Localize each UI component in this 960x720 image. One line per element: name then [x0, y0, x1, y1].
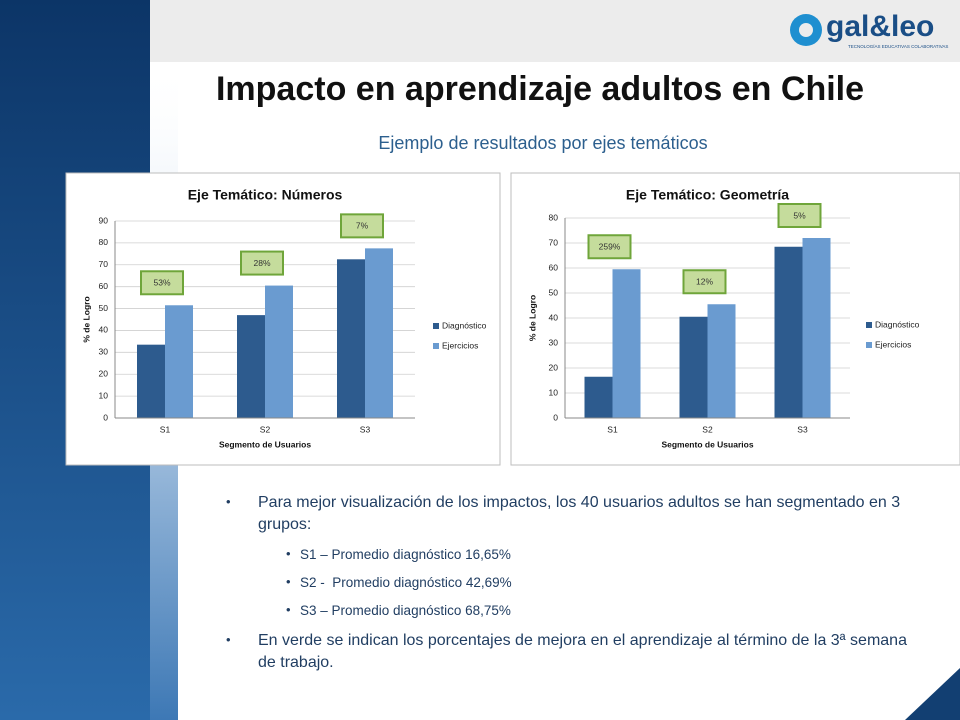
bar: [137, 344, 165, 418]
annotation-box: [682, 269, 727, 295]
bullet-marker: •: [286, 574, 291, 589]
y-tick-label: 30: [99, 347, 109, 357]
annotation-label: 7%: [356, 221, 369, 231]
bar: [337, 259, 365, 418]
y-tick-label: 20: [549, 362, 559, 372]
legend-label: Ejercicios: [875, 339, 911, 349]
y-tick-label: 70: [99, 259, 109, 269]
annotation-box: [340, 213, 384, 239]
y-tick-label: 0: [103, 412, 108, 422]
chart-title: Eje Temático: Geometría: [626, 187, 789, 203]
x-tick-label: S1: [607, 424, 618, 434]
y-tick-label: 20: [99, 368, 109, 378]
legend-label: Diagnóstico: [442, 320, 487, 330]
bar: [612, 269, 641, 418]
annotation-box: [240, 250, 284, 276]
x-tick-label: S2: [260, 424, 271, 434]
logo-icon-inner: [799, 23, 813, 37]
bullet-text: Para mejor visualización de los impactos…: [258, 494, 905, 533]
bullet-marker: •: [226, 494, 231, 509]
annotation-label: 259%: [599, 242, 621, 252]
annotation-box: [587, 234, 632, 260]
y-tick-label: 50: [99, 303, 109, 313]
bar: [802, 238, 831, 418]
bar: [774, 246, 803, 418]
x-tick-label: S3: [360, 424, 371, 434]
legend-swatch: [433, 323, 439, 329]
y-tick-label: 80: [99, 237, 109, 247]
sub-bullet-text: S2 - Promedio diagnóstico 42,69%: [300, 575, 512, 590]
x-tick-label: S1: [160, 424, 171, 434]
legend-swatch: [866, 322, 872, 328]
bullet-marker: •: [286, 602, 291, 617]
y-tick-label: 0: [553, 412, 558, 422]
annotation-box: [777, 203, 822, 228]
bar: [237, 315, 265, 418]
slide-subtitle: Ejemplo de resultados por ejes temáticos: [378, 133, 707, 153]
bar: [584, 376, 613, 418]
y-tick-label: 70: [549, 237, 559, 247]
bar: [365, 248, 393, 418]
x-tick-label: S3: [797, 424, 808, 434]
logo-tagline: TECNOLOGÍAS EDUCATIVAS COLABORATIVAS: [848, 43, 948, 49]
legend-label: Diagnóstico: [875, 319, 920, 329]
logo-name: gal&leo: [826, 10, 934, 43]
x-tick-label: S2: [702, 424, 713, 434]
corner-decoration: [905, 668, 960, 720]
y-tick-label: 50: [549, 287, 559, 297]
y-tick-label: 60: [549, 262, 559, 272]
chart-title: Eje Temático: Números: [188, 187, 343, 203]
x-axis-label: Segmento de Usuarios: [661, 439, 753, 449]
y-axis-label: % de Logro: [81, 296, 91, 342]
bar: [679, 316, 708, 418]
y-tick-label: 10: [549, 387, 559, 397]
y-tick-label: 40: [99, 325, 109, 335]
annotation-label: 5%: [793, 210, 806, 220]
y-tick-label: 60: [99, 281, 109, 291]
bar: [165, 305, 193, 418]
y-tick-label: 40: [549, 312, 559, 322]
legend-swatch: [866, 342, 872, 348]
annotation-box: [140, 270, 184, 296]
bar: [265, 285, 293, 418]
legend-label: Ejercicios: [442, 340, 478, 350]
sub-bullet-text: S1 – Promedio diagnóstico 16,65%: [300, 547, 511, 562]
y-tick-label: 30: [549, 337, 559, 347]
y-axis-label: % de Logro: [527, 295, 537, 341]
bullet-text: En verde se indican los porcentajes de m…: [258, 632, 912, 671]
annotation-label: 53%: [153, 278, 170, 288]
header-bar: [150, 0, 960, 62]
slide-title: Impacto en aprendizaje adultos en Chile: [216, 70, 864, 108]
y-tick-label: 10: [99, 390, 109, 400]
bullet-marker: •: [226, 632, 231, 647]
y-tick-label: 80: [549, 212, 559, 222]
bar: [707, 304, 736, 418]
annotation-label: 28%: [253, 258, 270, 268]
sub-bullet-text: S3 – Promedio diagnóstico 68,75%: [300, 603, 511, 618]
y-tick-label: 90: [99, 215, 109, 225]
legend-swatch: [433, 343, 439, 349]
bullet-marker: •: [286, 546, 291, 561]
annotation-label: 12%: [696, 277, 713, 287]
x-axis-label: Segmento de Usuarios: [219, 439, 311, 449]
